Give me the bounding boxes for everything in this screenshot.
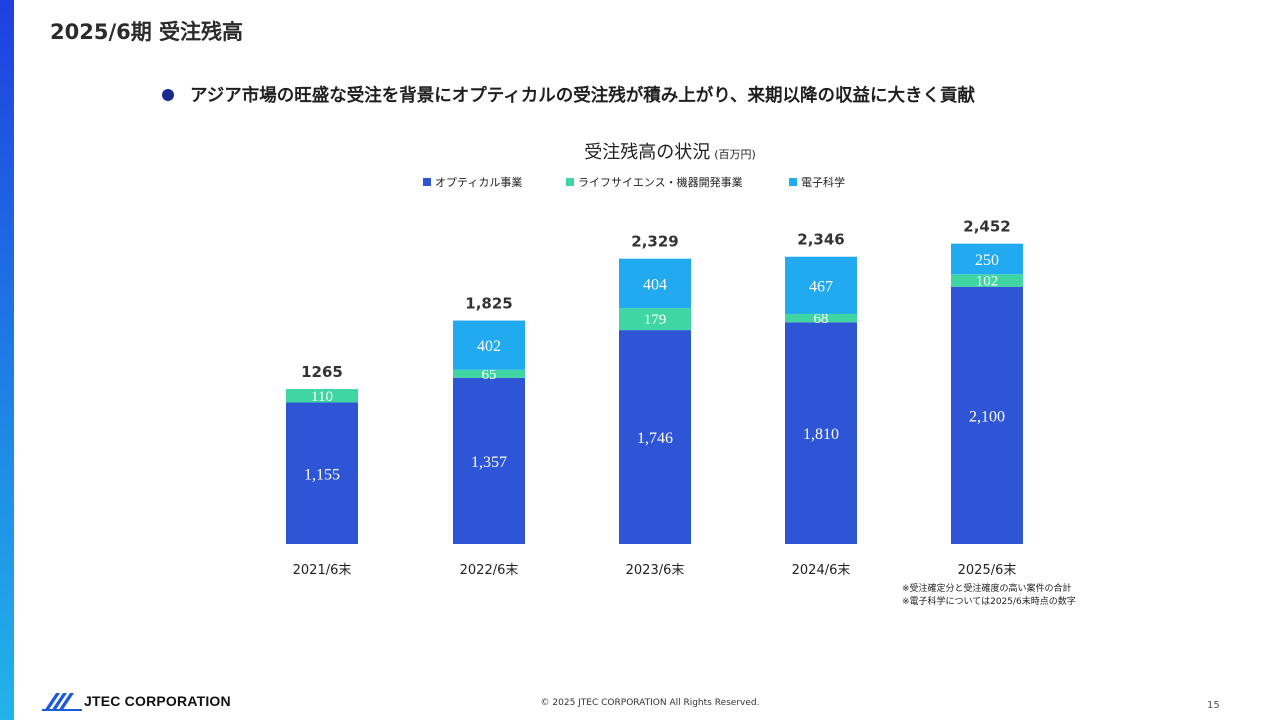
legend-item-lifescience: ライフサイエンス・機器開発事業 (566, 174, 743, 190)
data-label: 404 (643, 276, 667, 293)
chart-title-text: 受注残高の状況 (584, 142, 711, 163)
total-label: 2,346 (797, 231, 844, 249)
legend-swatch (789, 178, 797, 186)
bar-segment (286, 389, 358, 403)
data-label: 102 (976, 274, 999, 290)
x-tick-label: 2023/6末 (626, 563, 685, 578)
bar-segment (785, 256, 857, 314)
chart-unit: (百万円) (714, 148, 756, 161)
data-label: 68 (814, 311, 829, 327)
bar-segment (785, 313, 857, 323)
chart-title: 受注残高の状況 (百万円) (0, 138, 1280, 164)
legend-item-electron: 電子科学 (789, 174, 845, 190)
legend-swatch (423, 178, 431, 186)
data-label: 1,357 (471, 454, 507, 471)
total-label: 2,329 (631, 233, 678, 251)
logo-text: JTEC CORPORATION (84, 693, 231, 709)
side-accent-bar (0, 0, 14, 720)
data-label: 402 (477, 338, 501, 355)
data-label: 1,746 (637, 430, 673, 447)
page-number: 15 (1207, 700, 1220, 711)
chart-note: ※電子科学については2025/6末時点の数字 (902, 597, 1076, 607)
data-label: 1,810 (803, 426, 839, 443)
headline-text: アジア市場の旺盛な受注を背景にオプティカルの受注残が積み上がり、来期以降の収益に… (190, 86, 976, 106)
bar-segment (619, 330, 691, 544)
company-logo: JTEC CORPORATION (42, 690, 231, 712)
page-title: 2025/6期 受注残高 (50, 20, 244, 44)
legend-label: ライフサイエンス・機器開発事業 (578, 176, 743, 189)
bar-segment (951, 243, 1023, 275)
x-tick-label: 2022/6末 (460, 563, 519, 578)
chart-legend: オプティカル事業 ライフサイエンス・機器開発事業 電子科学 (0, 174, 1280, 190)
bar-segment (619, 258, 691, 309)
x-tick-label: 2025/6末 (958, 563, 1017, 578)
data-label: 250 (975, 252, 999, 269)
copyright-text: © 2025 JTEC CORPORATION All Rights Reser… (540, 698, 760, 708)
data-label: 2,100 (969, 408, 1005, 425)
bar-segment (286, 402, 358, 544)
data-label: 110 (311, 389, 333, 405)
legend-label: 電子科学 (801, 176, 845, 189)
headline-bullet: アジア市場の旺盛な受注を背景にオプティカルの受注残が積み上がり、来期以降の収益に… (162, 82, 975, 107)
total-label: 1265 (301, 363, 343, 381)
legend-label: オプティカル事業 (435, 176, 523, 189)
x-tick-label: 2024/6末 (792, 563, 851, 578)
bar-segment (453, 320, 525, 370)
legend-swatch (566, 178, 574, 186)
legend-item-optical: オプティカル事業 (423, 174, 522, 190)
data-label: 179 (644, 312, 667, 328)
x-tick-label: 2021/6末 (293, 563, 352, 578)
data-label: 65 (482, 367, 497, 383)
data-label: 1,155 (304, 466, 340, 483)
bar-segment (951, 274, 1023, 287)
jtec-logo-icon (42, 693, 82, 711)
bar-segment (619, 308, 691, 331)
total-label: 1,825 (465, 295, 512, 313)
total-label: 2,452 (963, 218, 1010, 236)
bar-segment (453, 369, 525, 378)
bar-segment (453, 377, 525, 544)
bullet-dot-icon (162, 88, 174, 101)
bar-segment (951, 286, 1023, 544)
data-label: 467 (809, 278, 833, 295)
chart-note: ※受注確定分と受注確度の高い案件の合計 (902, 584, 1072, 594)
bar-segment (785, 322, 857, 544)
